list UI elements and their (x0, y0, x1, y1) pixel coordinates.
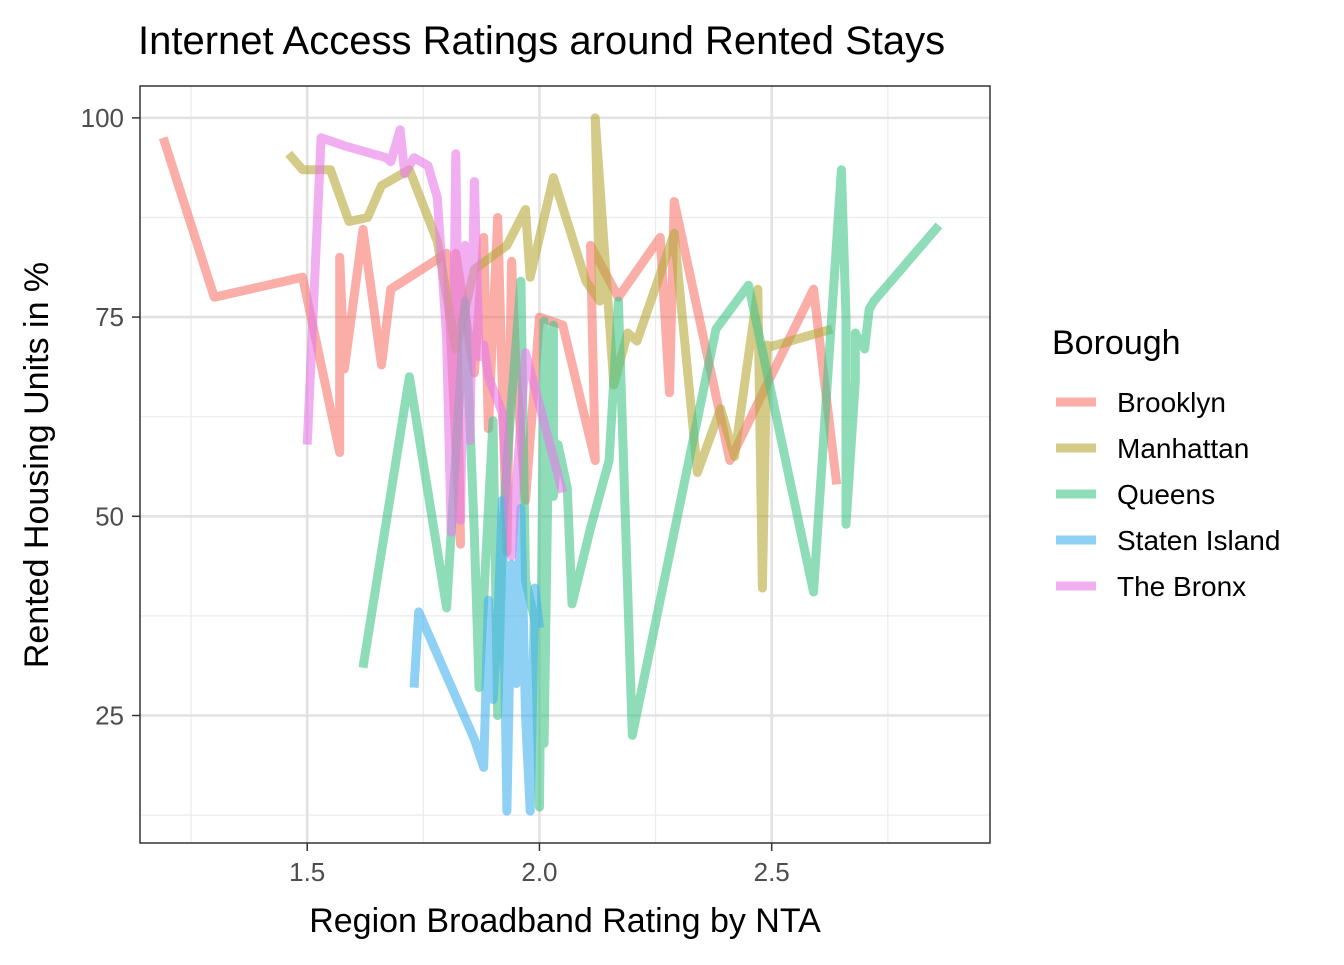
series-line-brooklyn (158, 136, 842, 557)
y-axis-label: Rented Housing Units in % (18, 262, 56, 668)
x-axis: 1.5 2.0 2.5 (289, 843, 790, 887)
y-tick-label: 100 (81, 103, 124, 133)
series-line-manhattan (285, 113, 834, 593)
x-tick-label: 2.5 (754, 857, 790, 887)
legend-label: Queens (1117, 479, 1215, 510)
legend: Borough Brooklyn Manhattan Queens Staten Is… (1052, 324, 1280, 602)
panel-border (139, 85, 991, 844)
y-tick-label: 50 (95, 501, 124, 531)
panel-lines (158, 113, 943, 816)
legend-items: Brooklyn Manhattan Queens Staten Island The … (1056, 387, 1280, 602)
chart-title: Internet Access Ratings around Rented St… (138, 19, 945, 63)
legend-label: Staten Island (1117, 525, 1280, 556)
series-line-queens (358, 165, 943, 812)
legend-label: Manhattan (1117, 433, 1249, 464)
series-line-the-bronx (302, 125, 568, 561)
legend-label: The Bronx (1117, 571, 1246, 602)
y-tick-label: 25 (95, 701, 124, 731)
y-tick-label: 75 (95, 302, 124, 332)
legend-title: Borough (1052, 324, 1181, 362)
x-tick-label: 2.0 (521, 857, 557, 887)
x-axis-label: Region Broadband Rating by NTA (309, 902, 821, 940)
y-axis: 25 50 75 100 (81, 103, 140, 731)
series-line-staten-island (409, 495, 544, 816)
legend-label: Brooklyn (1117, 387, 1226, 418)
x-tick-label: 1.5 (289, 857, 325, 887)
